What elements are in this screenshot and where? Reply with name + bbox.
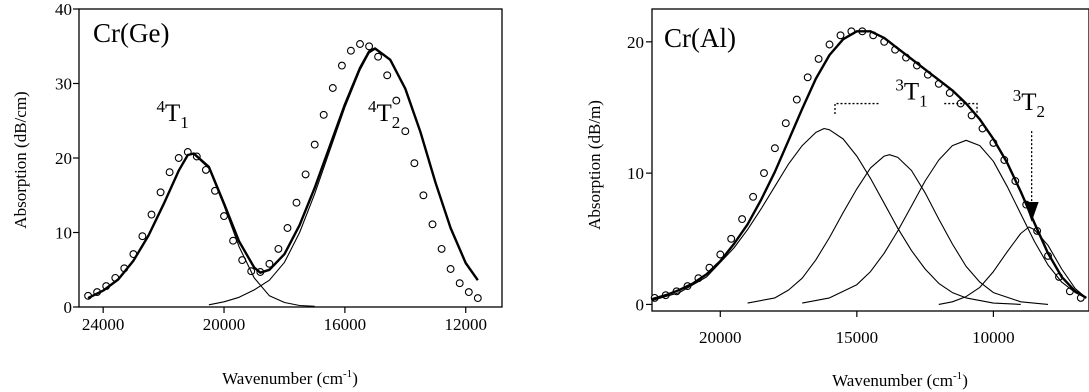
component-line <box>651 127 1021 305</box>
peak-label: 3T1 <box>895 76 927 111</box>
data-point <box>392 96 401 105</box>
series-layer <box>84 40 482 307</box>
data-point <box>814 54 823 63</box>
data-point <box>727 234 736 243</box>
data-point <box>337 61 346 70</box>
data-point <box>749 192 758 201</box>
plot-frame <box>651 8 1089 312</box>
x-axis-title: Wavenumber (cm-1) <box>222 368 358 388</box>
data-point <box>836 31 845 40</box>
data-point <box>770 144 779 153</box>
y-axis-title: Absorption (dB/cm) <box>11 91 30 228</box>
data-point <box>419 191 428 200</box>
component-line <box>208 48 479 306</box>
data-point <box>147 210 156 219</box>
marker-series <box>84 40 482 303</box>
data-point <box>437 244 446 253</box>
data-point <box>446 265 455 273</box>
x-tick-label: 10000 <box>972 328 1015 347</box>
fit-line <box>651 30 1087 301</box>
data-point <box>138 232 147 241</box>
y-tick-label: 0 <box>636 295 645 314</box>
data-point <box>781 119 790 128</box>
arrow-head <box>1024 202 1039 222</box>
data-point <box>803 73 812 82</box>
peak-label: 3T2 <box>1013 86 1045 121</box>
plot-frame <box>78 8 503 308</box>
component-line <box>802 139 1087 304</box>
data-point <box>319 110 328 119</box>
data-point <box>716 250 725 259</box>
data-point <box>328 84 337 92</box>
annotation-layer: 3T1 3T2 <box>834 76 1045 222</box>
x-axis-title: Wavenumber (cm-1) <box>832 370 968 390</box>
tick-layer: 24000 20000 16000 12000 0 10 20 30 40 <box>55 0 487 334</box>
data-point <box>374 52 383 61</box>
x-tick-label: 15000 <box>836 328 879 347</box>
marker-series <box>650 27 1085 302</box>
y-tick-label: 40 <box>55 0 72 19</box>
data-point <box>165 168 174 177</box>
x-tick-label: 20000 <box>699 328 742 347</box>
panel-label: Cr(Ge) <box>93 18 169 48</box>
x-tick-label: 16000 <box>324 315 367 334</box>
bracket-right <box>944 102 978 115</box>
data-point <box>292 198 301 207</box>
component-line <box>87 153 315 307</box>
data-point <box>473 294 482 303</box>
data-point <box>265 259 274 268</box>
peak-label: 4T1 <box>157 97 189 132</box>
component-line <box>938 226 1087 305</box>
bracket-left <box>834 102 879 115</box>
y-tick-label: 0 <box>64 298 73 317</box>
chart-panel-cr-ge: 24000 20000 16000 12000 0 10 20 30 40 Cr(Ge) 4T1… <box>11 0 503 388</box>
data-point <box>346 46 355 55</box>
data-point <box>365 42 374 51</box>
fit-line <box>87 47 479 300</box>
data-point <box>464 288 473 297</box>
data-point <box>301 170 310 179</box>
data-point <box>356 40 364 48</box>
component-line <box>747 154 1049 305</box>
data-point <box>792 95 801 104</box>
x-tick-label: 12000 <box>444 315 487 334</box>
x-tick-label: 24000 <box>82 315 125 334</box>
data-point <box>283 224 292 232</box>
data-point <box>274 244 283 253</box>
data-point <box>156 188 165 197</box>
panel-label: Cr(Al) <box>664 23 736 53</box>
data-point <box>738 215 747 224</box>
y-tick-label: 30 <box>55 75 72 94</box>
annotation-layer: 4T1 4T2 <box>157 97 401 132</box>
data-point <box>760 169 768 178</box>
y-tick-label: 20 <box>55 149 72 168</box>
peak-label: 4T2 <box>368 97 400 132</box>
data-point <box>825 40 834 49</box>
data-point <box>401 127 410 136</box>
chart-panel-cr-al: 20000 15000 10000 0 10 20 Cr(Al) 3T1 3T2 Waven… <box>585 8 1089 390</box>
data-point <box>428 220 437 229</box>
data-point <box>383 71 392 80</box>
y-axis-title: Absorption (dB/m) <box>585 100 604 230</box>
data-point <box>455 279 464 288</box>
tick-layer: 20000 15000 10000 0 10 20 <box>627 33 1015 347</box>
x-tick-label: 20000 <box>203 315 246 334</box>
data-point <box>410 159 419 168</box>
y-tick-label: 10 <box>55 224 72 243</box>
y-tick-label: 10 <box>627 164 644 183</box>
data-point <box>174 154 183 162</box>
series-layer <box>650 27 1087 305</box>
data-point <box>310 140 319 149</box>
y-tick-label: 20 <box>627 33 644 52</box>
